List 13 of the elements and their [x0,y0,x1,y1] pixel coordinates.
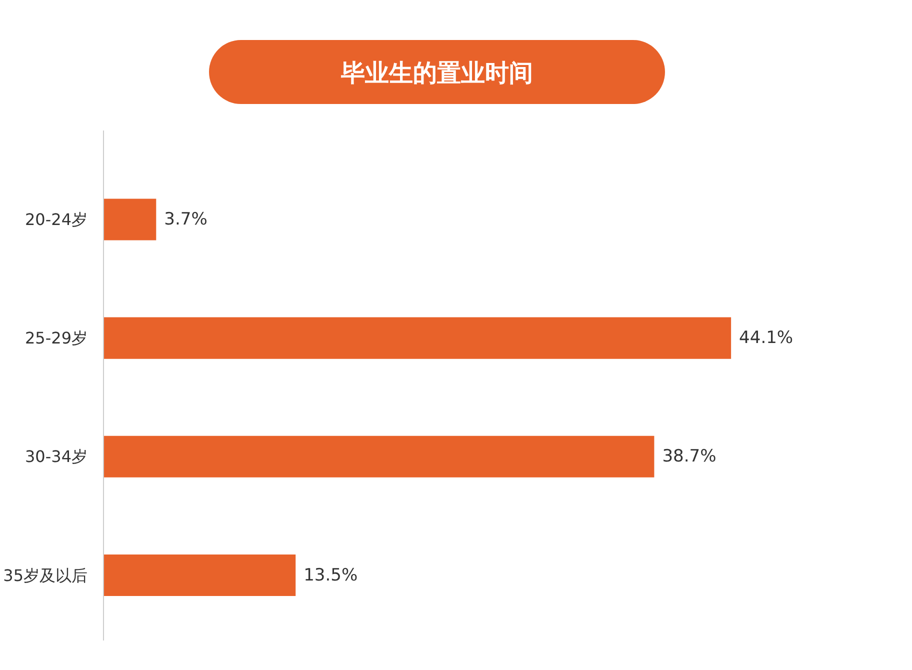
bar [104,198,156,240]
chart-title: 毕业生的置业时间 [341,58,533,89]
y-tick-label: 25-29岁 [25,328,88,348]
y-tick-label: 30-34岁 [25,447,88,466]
data-label: 38.7% [662,446,716,467]
data-label: 3.7% [164,209,208,230]
data-label: 44.1% [739,328,794,348]
bar [104,554,296,596]
y-tick-label: 35岁及以后 [3,566,88,585]
bar [104,436,654,478]
bar [104,317,732,359]
data-label: 13.5% [304,565,358,586]
y-tick-label: 20-24岁 [25,210,88,229]
